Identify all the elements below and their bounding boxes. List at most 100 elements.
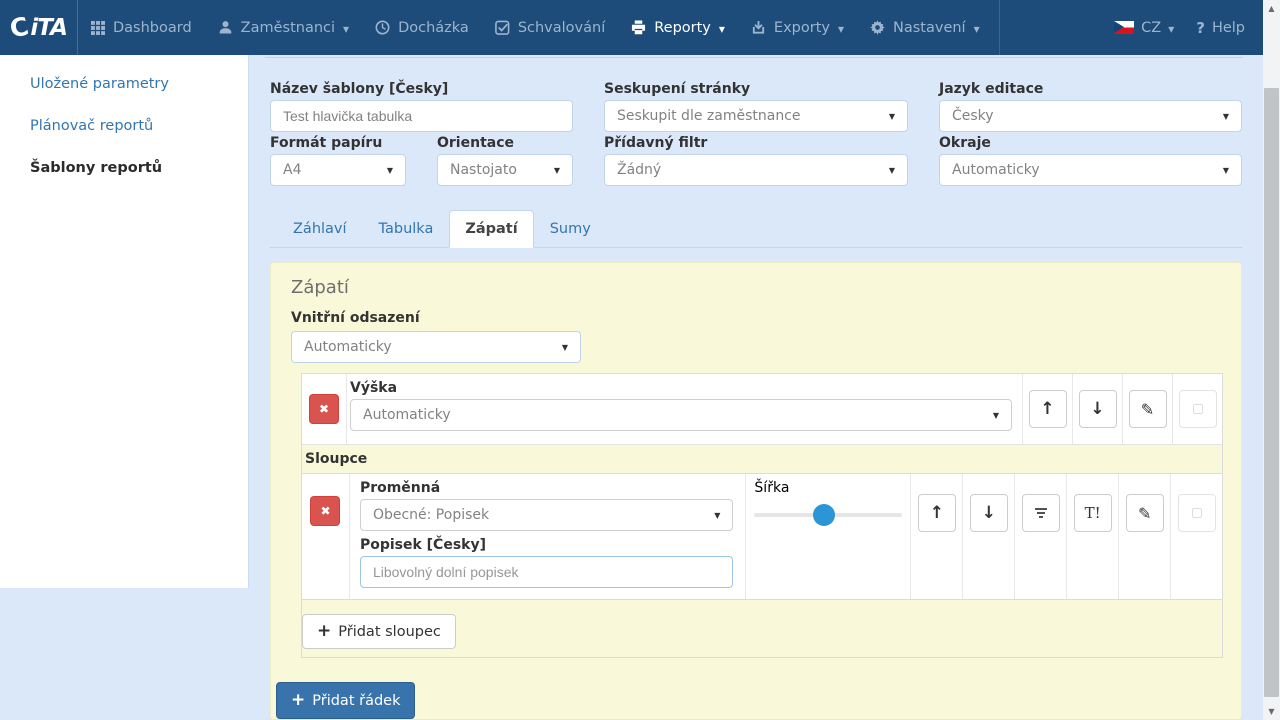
width-label: Šířka: [754, 480, 790, 496]
extra-filter-label: Přídavný filtr: [604, 135, 708, 151]
column-tool-cell: [962, 474, 1015, 599]
orientation-label: Orientace: [437, 135, 514, 151]
template-name-input[interactable]: [270, 100, 573, 132]
language-selector[interactable]: CZ: [1114, 20, 1174, 36]
column-tool-cell: [1118, 474, 1171, 599]
margins-select[interactable]: Automaticky: [939, 154, 1242, 186]
edit-language-select[interactable]: Česky: [939, 100, 1242, 132]
nav-label: Dashboard: [113, 19, 192, 36]
section-tabs: Záhlaví Tabulka Zápatí Sumy: [270, 202, 1242, 248]
nav-item-employees[interactable]: Zaměstnanci: [205, 0, 362, 55]
row-tool-cell: [1022, 374, 1072, 444]
slider-handle[interactable]: [812, 504, 835, 526]
move-row-up-button[interactable]: [1028, 390, 1067, 428]
chevron-down-icon: [343, 20, 349, 36]
nav-label: Reporty: [654, 19, 711, 36]
add-column-button[interactable]: Přidat sloupec: [302, 614, 456, 649]
question-mark-icon: ?: [1196, 18, 1205, 37]
selected-value: Seskupit dle zaměstnance: [617, 108, 801, 124]
nav-item-attendance[interactable]: Docházka: [362, 0, 482, 55]
text-format-button[interactable]: [1073, 494, 1112, 532]
column-width-cell: Šířka: [745, 474, 910, 599]
orientation-select[interactable]: Nastojato: [437, 154, 573, 186]
pencil-icon: [1138, 504, 1151, 523]
app-logo[interactable]: C iTA: [0, 0, 78, 55]
delete-column-button[interactable]: [310, 496, 341, 526]
nav-right-group: CZ ? Help: [1114, 0, 1263, 55]
content-top-border: [265, 57, 1243, 58]
czech-flag-icon: [1114, 21, 1135, 34]
nav-item-approvals[interactable]: Schvalování: [482, 0, 618, 55]
grid-icon: [91, 20, 105, 35]
help-link[interactable]: ? Help: [1196, 19, 1245, 37]
nav-label: Exporty: [773, 19, 830, 36]
width-slider[interactable]: [754, 504, 903, 526]
x-icon: [319, 401, 329, 417]
check-square-icon: [494, 20, 510, 35]
nav-label: Nastavení: [893, 19, 966, 36]
paper-format-select[interactable]: A4: [270, 154, 406, 186]
inner-padding-label: Vnitřní odsazení: [291, 310, 420, 326]
row-tool-cell: [1122, 374, 1172, 444]
nav-item-exports[interactable]: Exporty: [738, 0, 857, 55]
top-navbar: C iTA Dashboard Zaměstnanci Docházka Sch…: [0, 0, 1263, 55]
row-extra-button: [1178, 390, 1217, 428]
sidebar-item-report-templates[interactable]: Šablony reportů: [30, 160, 163, 176]
clock-icon: [375, 20, 390, 35]
vertical-scrollbar[interactable]: ▲ ▼: [1263, 0, 1280, 720]
height-select[interactable]: Automaticky: [350, 399, 1012, 431]
arrow-down-icon: [1090, 399, 1104, 419]
page-grouping-label: Seskupení stránky: [604, 81, 751, 97]
move-column-down-button[interactable]: [969, 494, 1008, 532]
move-row-down-button[interactable]: [1078, 390, 1117, 428]
variable-select[interactable]: Obecné: Popisek: [359, 499, 734, 531]
scroll-up-arrow[interactable]: ▲: [1263, 0, 1280, 17]
delete-row-button[interactable]: [309, 394, 339, 424]
add-row-button[interactable]: Přidat řádek: [276, 682, 416, 719]
nav-label: Schvalování: [517, 19, 606, 36]
inner-padding-select[interactable]: Automaticky: [291, 331, 581, 363]
tab-tabulka[interactable]: Tabulka: [378, 221, 434, 237]
template-form: Název šablony [Česky] Seskupení stránky …: [270, 55, 1242, 720]
edit-column-button[interactable]: [1125, 494, 1164, 532]
footer-rows-container: Výška Automaticky Sl: [301, 373, 1223, 658]
selected-value: Česky: [952, 108, 994, 124]
nav-label: Zaměstnanci: [240, 19, 336, 36]
nav-menu: Dashboard Zaměstnanci Docházka Schvalová…: [78, 0, 1000, 55]
logo-mark: C: [7, 11, 32, 44]
selected-value: Automaticky: [363, 407, 451, 423]
footer-row: Výška Automaticky: [302, 374, 1222, 445]
person-icon: [219, 21, 231, 34]
tab-sumy[interactable]: Sumy: [549, 221, 591, 237]
chevron-down-icon: [974, 20, 980, 36]
extra-filter-select[interactable]: Žádný: [604, 154, 908, 186]
arrow-up-icon: [930, 503, 944, 523]
variable-label: Proměnná: [359, 480, 441, 496]
nav-item-dashboard[interactable]: Dashboard: [78, 0, 205, 55]
scrollbar-thumb[interactable]: [1264, 88, 1279, 697]
move-column-up-button[interactable]: [917, 494, 956, 532]
pencil-icon: [1141, 400, 1154, 419]
sidebar-item-report-scheduler[interactable]: Plánovač reportů: [30, 118, 154, 134]
row-height-cell: Výška Automaticky: [347, 374, 1022, 444]
edit-row-button[interactable]: [1128, 390, 1167, 428]
sidebar-item-saved-parameters[interactable]: Uložené parametry: [30, 76, 169, 92]
selected-value: A4: [283, 162, 302, 178]
columns-section-label: Sloupce: [305, 451, 368, 467]
row-delete-cell: [302, 374, 347, 444]
tab-zahlavi[interactable]: Záhlaví: [293, 221, 347, 237]
caption-input[interactable]: [359, 556, 734, 588]
chevron-down-icon: [838, 20, 844, 36]
footer-section-panel: Zápatí Vnitřní odsazení Automaticky Výšk…: [270, 262, 1242, 720]
tab-zapati[interactable]: Zápatí: [449, 210, 534, 248]
align-column-button[interactable]: [1021, 494, 1060, 532]
sidebar: Uložené parametry Plánovač reportů Šablo…: [0, 55, 249, 588]
template-name-label: Název šablony [Česky]: [270, 81, 449, 97]
nav-item-settings[interactable]: Nastavení: [857, 0, 993, 55]
page-grouping-select[interactable]: Seskupit dle zaměstnance: [604, 100, 908, 132]
scroll-down-arrow[interactable]: ▼: [1263, 703, 1280, 720]
selected-value: Obecné: Popisek: [372, 507, 490, 523]
nav-item-reports[interactable]: Reporty: [618, 0, 738, 55]
arrow-down-icon: [982, 503, 996, 523]
selected-value: Žádný: [617, 162, 662, 178]
